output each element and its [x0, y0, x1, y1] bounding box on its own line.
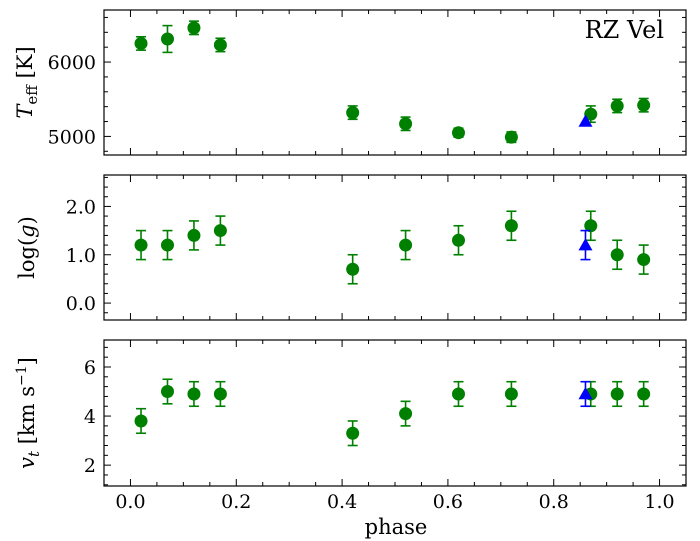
data-point-circle — [187, 228, 201, 242]
x-tick-label: 0.4 — [327, 491, 357, 513]
y-tick-label: 0.0 — [66, 293, 96, 315]
data-point-circle — [160, 32, 174, 46]
data-point-circle — [134, 238, 148, 252]
panel-logg: 0.0 1.0 2.0 log(g) — [15, 174, 687, 321]
data-point-circle — [637, 253, 651, 267]
data-point-circle — [213, 224, 227, 238]
data-point-circle — [451, 233, 465, 247]
data-point-circle — [451, 126, 465, 140]
data-point-triangle — [578, 386, 593, 400]
data-point-circle — [504, 387, 518, 401]
data-point-circle — [213, 38, 227, 52]
x-tick-label: 1.0 — [644, 491, 674, 513]
data-point-circle — [637, 98, 651, 112]
data-point-circle — [504, 130, 518, 144]
data-point-circle — [610, 387, 624, 401]
data-point-circle — [187, 21, 201, 35]
y-tick-label: 2 — [84, 455, 96, 477]
x-tick-label: 0.0 — [115, 491, 145, 513]
data-point-circle — [584, 219, 598, 233]
data-point-circle — [160, 385, 174, 399]
plot-frame — [103, 174, 687, 321]
data-point-triangle — [578, 238, 593, 251]
y-axis-title: Teff [K] — [13, 46, 41, 118]
data-point-circle — [610, 248, 624, 262]
data-point-circle — [187, 387, 201, 401]
data-point-circle — [134, 36, 148, 50]
y-tick-label: 1.0 — [66, 245, 96, 267]
y-tick-label: 2.0 — [66, 196, 96, 218]
x-tick-label: 0.6 — [433, 491, 463, 513]
data-point-circle — [346, 262, 360, 276]
data-point-circle — [346, 106, 360, 120]
x-tick-label: 0.2 — [221, 491, 251, 513]
y-tick-label: 6 — [84, 357, 96, 379]
data-point-circle — [399, 117, 413, 131]
x-tick-label: 0.8 — [539, 491, 569, 513]
y-tick-label: 4 — [84, 406, 96, 428]
data-point-circle — [584, 107, 598, 121]
panel-annotation: RZ Vel — [585, 16, 664, 44]
data-point-circle — [610, 99, 624, 113]
data-point-circle — [213, 387, 227, 401]
panel-teff: 5000 6000 Teff [K] RZ Vel — [13, 9, 687, 156]
data-point-circle — [504, 219, 518, 233]
panel-vt: 0.0 0.2 0.4 0.6 0.8 1.0 2 4 6 vt [km s−1] — [14, 339, 687, 513]
plot-frame — [103, 339, 687, 487]
y-tick-label: 5000 — [48, 126, 96, 148]
y-axis-title: vt [km s−1] — [14, 357, 43, 469]
data-point-circle — [160, 238, 174, 252]
data-point-circle — [346, 426, 360, 440]
x-axis-title: phase — [365, 515, 428, 539]
data-point-circle — [134, 414, 148, 428]
data-point-circle — [399, 407, 413, 421]
data-point-triangle — [578, 114, 593, 127]
y-tick-label: 6000 — [48, 52, 96, 74]
data-point-circle — [399, 238, 413, 252]
data-point-circle — [637, 387, 651, 401]
data-point-circle — [451, 387, 465, 401]
y-axis-title: log(g) — [15, 216, 39, 279]
